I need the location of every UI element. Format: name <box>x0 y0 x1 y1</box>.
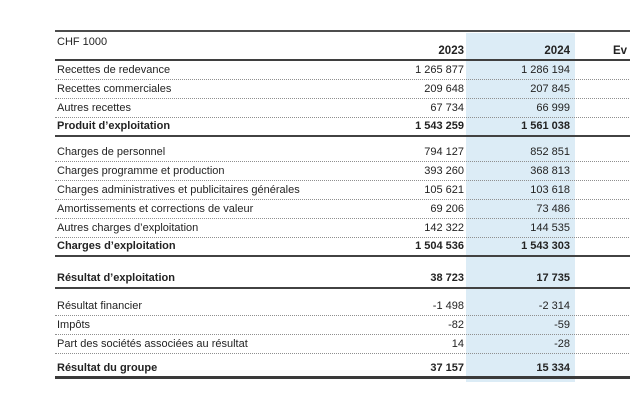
table-row: Résultat financier -1 498 -2 314 <box>55 297 630 316</box>
value-2023: 142 322 <box>424 222 464 234</box>
value-2024: 73 486 <box>536 203 570 215</box>
value-2024: 144 535 <box>530 222 570 234</box>
value-2024: -59 <box>554 319 570 331</box>
value-2024: 1 561 038 <box>521 120 570 132</box>
value-2023: 1 543 259 <box>415 120 464 132</box>
row-label: Produit d’exploitation <box>57 120 171 132</box>
value-2023: -1 498 <box>432 300 464 312</box>
value-2024: -28 <box>554 338 570 350</box>
currency-unit-label: CHF 1000 <box>57 36 108 48</box>
value-2024: 1 286 194 <box>521 64 570 76</box>
row-label: Autres charges d’exploitation <box>57 222 199 234</box>
income-statement-table: CHF 1000 2023 2024 Ev Recettes de redeva… <box>55 30 630 382</box>
value-2023: -82 <box>448 319 464 331</box>
value-2023: 1 265 877 <box>415 64 464 76</box>
table-row: Impôts -82 -59 <box>55 316 630 335</box>
table-row: Autres recettes 67 734 66 999 <box>55 99 630 118</box>
table-row: Recettes de redevance 1 265 877 1 286 19… <box>55 61 630 80</box>
value-2024: 207 845 <box>530 83 570 95</box>
value-2024: 15 334 <box>536 362 570 374</box>
row-label: Charges administratives et publicitaires… <box>57 184 300 196</box>
row-label: Autres recettes <box>57 102 131 114</box>
value-2023: 209 648 <box>424 83 464 95</box>
col-header-2023: 2023 <box>438 45 464 57</box>
value-2024: 368 813 <box>530 165 570 177</box>
value-2024: 852 851 <box>530 146 570 158</box>
table-row: Produit d’exploitation 1 543 259 1 561 0… <box>55 118 630 137</box>
table-row: Charges administratives et publicitaires… <box>55 181 630 200</box>
value-2023: 393 260 <box>424 165 464 177</box>
value-2024: 66 999 <box>536 102 570 114</box>
row-label: Charges programme et production <box>57 165 225 177</box>
table-row: Résultat d’exploitation 38 723 17 735 <box>55 270 630 289</box>
table-row: Charges d’exploitation 1 504 536 1 543 3… <box>55 238 630 257</box>
value-2024: 1 543 303 <box>521 240 570 252</box>
col-header-2024: 2024 <box>544 45 570 57</box>
row-label: Recettes commerciales <box>57 83 172 95</box>
row-label: Part des sociétés associées au résultat <box>57 338 248 350</box>
row-label: Résultat financier <box>57 300 142 312</box>
row-label: Résultat d’exploitation <box>57 272 175 284</box>
table-section: Charges de personnel 794 127 852 851 Cha… <box>55 143 630 257</box>
value-2023: 38 723 <box>430 272 464 284</box>
table-row: Charges programme et production 393 260 … <box>55 162 630 181</box>
table-row: Amortissements et corrections de valeur … <box>55 200 630 219</box>
row-label: Charges de personnel <box>57 146 166 158</box>
value-2023: 37 157 <box>430 362 464 374</box>
table-row: Recettes commerciales 209 648 207 845 <box>55 80 630 99</box>
value-2023: 67 734 <box>430 102 464 114</box>
row-label: Amortissements et corrections de valeur <box>57 203 254 215</box>
row-label: Résultat du groupe <box>57 362 158 374</box>
highlight-band-2024 <box>466 33 575 382</box>
table-section: Résultat d’exploitation 38 723 17 735 <box>55 270 630 289</box>
row-label: Impôts <box>57 319 91 331</box>
value-2023: 1 504 536 <box>415 240 464 252</box>
col-header-evolution: Ev <box>613 45 628 57</box>
value-2024: 103 618 <box>530 184 570 196</box>
row-label: Recettes de redevance <box>57 64 171 76</box>
value-2023: 14 <box>451 338 464 350</box>
table-row: Autres charges d’exploitation 142 322 14… <box>55 219 630 238</box>
value-2023: 794 127 <box>424 146 464 158</box>
table-body: Recettes de redevance 1 265 877 1 286 19… <box>55 61 630 379</box>
value-2024: -2 314 <box>538 300 570 312</box>
table-section: Recettes de redevance 1 265 877 1 286 19… <box>55 61 630 137</box>
value-2024: 17 735 <box>536 272 570 284</box>
value-2023: 105 621 <box>424 184 464 196</box>
value-2023: 69 206 <box>430 203 464 215</box>
table-row: Part des sociétés associées au résultat … <box>55 335 630 354</box>
row-label: Charges d’exploitation <box>57 240 176 252</box>
table-row: Résultat du groupe 37 157 15 334 <box>55 360 630 379</box>
table-section: Résultat financier -1 498 -2 314 Impôts … <box>55 297 630 354</box>
table-section: Résultat du groupe 37 157 15 334 <box>55 360 630 379</box>
table-row: Charges de personnel 794 127 852 851 <box>55 143 630 162</box>
table-header-row: CHF 1000 2023 2024 Ev <box>55 30 630 61</box>
